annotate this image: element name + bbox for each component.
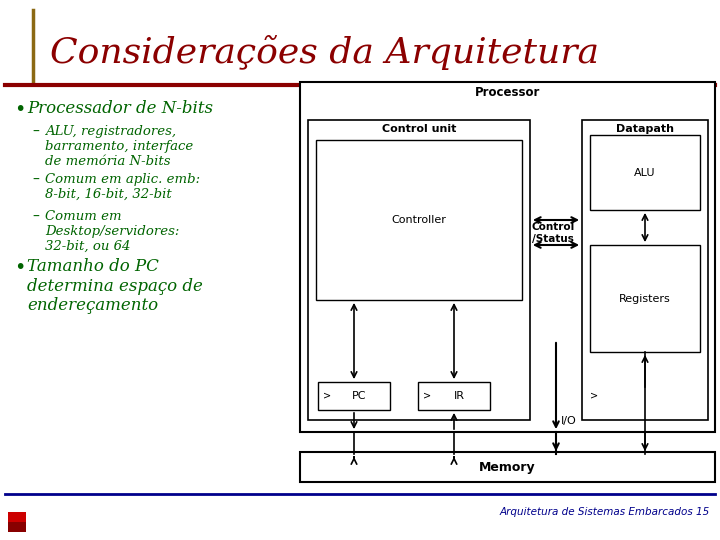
Text: ALU, registradores,
barramento, interface
de memória N-bits: ALU, registradores, barramento, interfac… [45,125,193,168]
Bar [582,120,708,420]
Text: ALU: ALU [634,167,656,178]
Bar [590,245,700,352]
Bar [300,452,715,482]
Text: Comum em
Desktop/servidores:
32-bit, ou 64: Comum em Desktop/servidores: 32-bit, ou … [45,210,179,253]
Text: Considerações da Arquitetura: Considerações da Arquitetura [50,35,599,70]
Bar [418,382,490,410]
Text: Processador de N-bits: Processador de N-bits [27,100,213,117]
Text: –: – [32,210,39,224]
Bar [8,522,26,532]
Bar [318,382,390,410]
Text: Control
/Status: Control /Status [531,222,575,244]
Text: •: • [14,100,25,119]
Text: Tamanho do PC
determina espaço de
endereçamento: Tamanho do PC determina espaço de endere… [27,258,203,314]
Bar [8,512,26,532]
Bar [300,82,715,432]
Text: –: – [32,125,39,139]
Text: IR: IR [454,391,464,401]
Text: Datapath: Datapath [616,124,674,134]
Bar [308,120,530,420]
Text: Comum em aplic. emb:
8-bit, 16-bit, 32-bit: Comum em aplic. emb: 8-bit, 16-bit, 32-b… [45,173,200,201]
Text: Registers: Registers [619,294,671,303]
Text: Memory: Memory [480,461,536,474]
Text: Control unit: Control unit [382,124,456,134]
Text: I/O: I/O [561,416,577,426]
Text: Arquitetura de Sistemas Embarcados 15: Arquitetura de Sistemas Embarcados 15 [500,507,710,517]
Text: Processor: Processor [474,86,540,99]
Text: >: > [323,391,331,401]
Text: •: • [14,258,25,277]
Text: –: – [32,173,39,187]
Text: PC: PC [352,391,366,401]
Bar [316,140,522,300]
Text: Controller: Controller [392,215,446,225]
Text: >: > [590,391,598,401]
Bar [590,135,700,210]
Text: >: > [423,391,431,401]
